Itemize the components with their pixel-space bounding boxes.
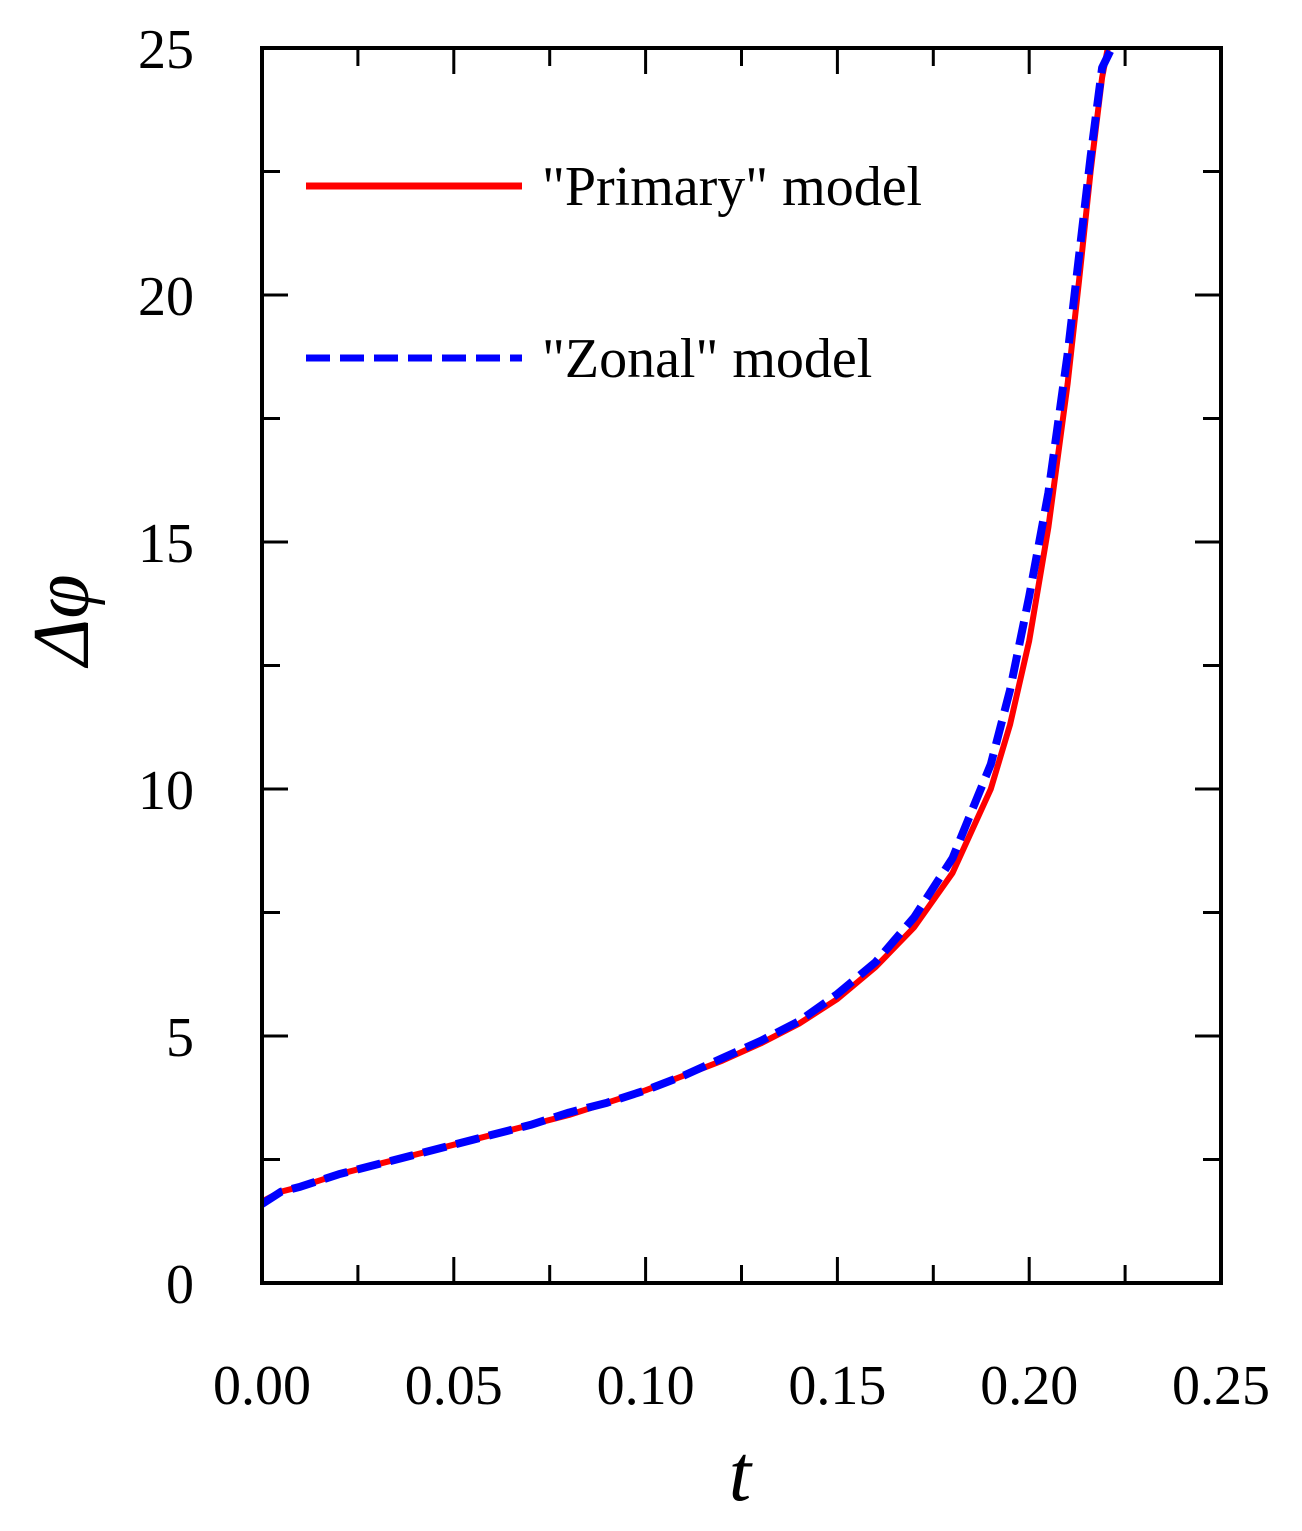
plot-frame xyxy=(260,46,1223,1285)
legend-label-primary: "Primary" model xyxy=(542,156,922,218)
y-tick-label: 20 xyxy=(138,266,194,328)
y-tick-label: 10 xyxy=(138,760,194,822)
x-tick-label: 0.15 xyxy=(788,1355,886,1417)
y-tick-label: 0 xyxy=(166,1254,194,1316)
x-tick-label: 0.20 xyxy=(980,1355,1078,1417)
ticks-layer xyxy=(260,46,1223,1285)
x-tick-label: 0.10 xyxy=(597,1355,695,1417)
x-tick-labels: 0.00 0.05 0.10 0.15 0.20 0.25 xyxy=(213,1355,1270,1417)
series-line-primary xyxy=(262,48,1111,1205)
series-layer xyxy=(262,48,1116,1208)
y-tick-label: 25 xyxy=(138,19,194,81)
y-tick-label: 15 xyxy=(138,513,194,575)
series-line-zonal xyxy=(262,48,1116,1208)
x-tick-label: 0.00 xyxy=(213,1355,311,1417)
x-tick-label: 0.05 xyxy=(405,1355,503,1417)
y-tick-labels: 0 5 10 15 20 25 xyxy=(138,19,194,1316)
x-axis-title: t xyxy=(729,1430,753,1518)
legend-label-zonal: "Zonal" model xyxy=(542,328,872,390)
legend: "Primary" model "Zonal" model xyxy=(306,156,922,390)
y-tick-label: 5 xyxy=(166,1007,194,1069)
x-tick-label: 0.25 xyxy=(1172,1355,1270,1417)
y-axis-title: Δφ xyxy=(18,574,106,668)
